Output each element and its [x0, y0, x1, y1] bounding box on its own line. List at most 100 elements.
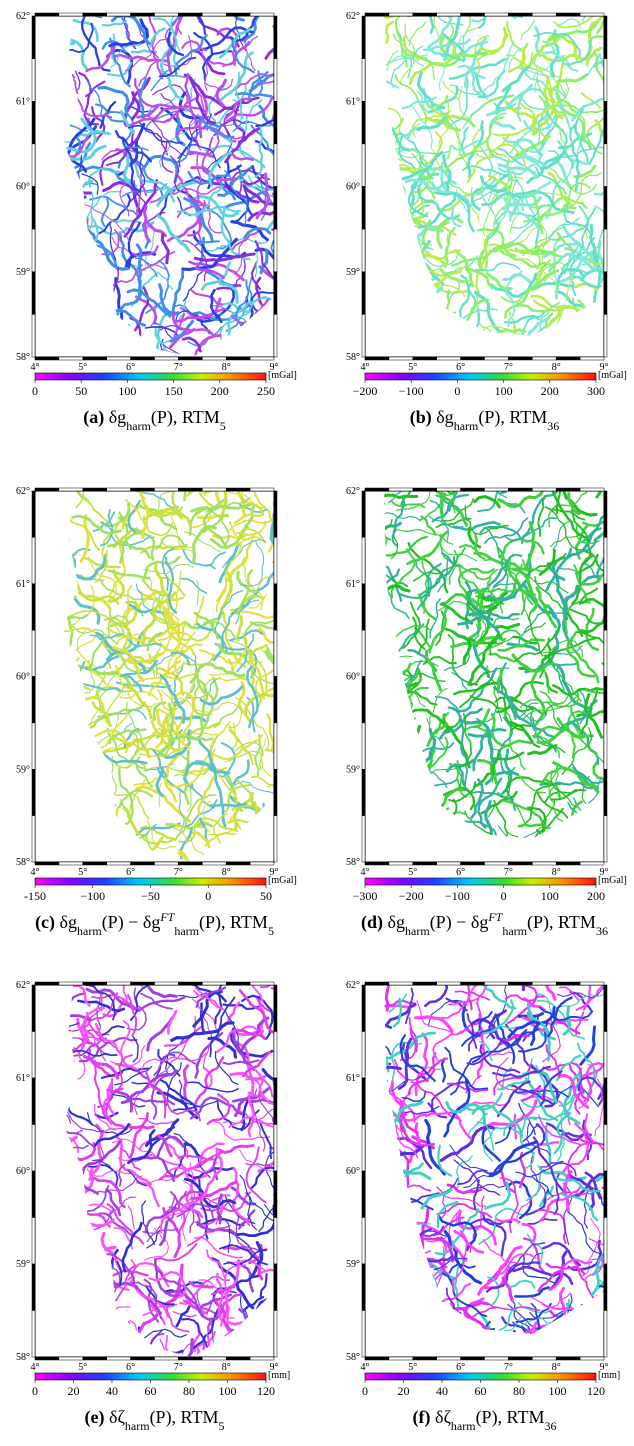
river [428, 515, 449, 542]
river [66, 1014, 93, 1022]
river-shadow [63, 1048, 67, 1075]
river [427, 1230, 452, 1238]
river [384, 144, 395, 154]
river [509, 1292, 532, 1334]
river-shadow [278, 172, 315, 186]
river [63, 1203, 80, 1238]
river [279, 1341, 302, 1345]
river [530, 1151, 547, 1208]
river-shadow [384, 797, 401, 835]
river-shadow [260, 985, 275, 988]
river [416, 180, 460, 220]
river-shadow [543, 1327, 592, 1334]
river [436, 318, 469, 336]
river [78, 683, 125, 729]
river [164, 1334, 179, 1357]
river [246, 647, 265, 700]
river [241, 1051, 271, 1078]
river-shadow [65, 158, 71, 181]
river [106, 1054, 133, 1093]
river [412, 616, 426, 651]
river [562, 182, 591, 208]
river [237, 569, 253, 610]
river [134, 78, 178, 109]
frame-bar [603, 769, 608, 816]
river [261, 1068, 275, 1123]
river [525, 806, 547, 839]
river [477, 777, 503, 829]
river [444, 1046, 489, 1091]
river [63, 74, 66, 95]
river-shadow [384, 296, 391, 319]
river [384, 833, 388, 839]
river [547, 828, 574, 839]
frame-bar [154, 487, 179, 492]
river [193, 252, 256, 263]
river [566, 710, 585, 759]
river [152, 84, 188, 103]
river [568, 605, 604, 625]
colorbar-tick-label: 100 [495, 384, 513, 398]
river-shadow [403, 1273, 424, 1329]
river [219, 180, 237, 201]
river [153, 561, 169, 597]
river [145, 108, 197, 132]
river [63, 1317, 67, 1350]
colorbar-tick-label: 150 [165, 384, 183, 398]
river-shadow [63, 74, 65, 94]
river-shadow [89, 1290, 98, 1324]
river-shadow [63, 1319, 66, 1349]
river [45, 210, 55, 238]
river-shadow [87, 285, 97, 314]
river [141, 154, 179, 184]
river [447, 634, 478, 686]
river [607, 460, 622, 509]
river [124, 603, 131, 629]
river-shadow [272, 213, 275, 230]
river [192, 1142, 225, 1170]
river [556, 566, 581, 582]
river [578, 1063, 598, 1110]
river [230, 228, 262, 252]
river [254, 733, 262, 776]
river [549, 207, 596, 241]
river [481, 840, 521, 863]
frame-bar [273, 815, 278, 863]
river [575, 1323, 596, 1334]
river-shadow [23, 1105, 53, 1155]
caption-run: 36 [596, 924, 608, 938]
river [63, 257, 83, 271]
river-shadow [63, 150, 70, 206]
river [436, 1301, 489, 1334]
river [398, 133, 416, 170]
river [259, 646, 275, 670]
river-shadow [392, 718, 416, 725]
river [63, 748, 82, 787]
river [146, 1229, 162, 1249]
river [516, 269, 560, 306]
river [490, 1051, 515, 1056]
river [384, 780, 403, 821]
river [65, 214, 83, 234]
river [77, 664, 96, 695]
river [194, 987, 219, 1009]
river [434, 695, 461, 714]
frame-bar [532, 487, 557, 492]
river-shadow [63, 1161, 78, 1203]
river [156, 1091, 199, 1120]
river [119, 183, 130, 217]
river [179, 307, 225, 320]
river [505, 1180, 533, 1220]
river [169, 1191, 201, 1227]
frame-bar [603, 314, 608, 358]
frame-bar [273, 186, 278, 230]
river [171, 310, 215, 337]
river [418, 618, 430, 654]
river [63, 280, 78, 323]
river [66, 117, 98, 154]
river [413, 1319, 454, 1334]
river-shadow [63, 1292, 81, 1341]
river [63, 743, 70, 783]
frame-bar [603, 271, 608, 315]
river [549, 658, 579, 667]
